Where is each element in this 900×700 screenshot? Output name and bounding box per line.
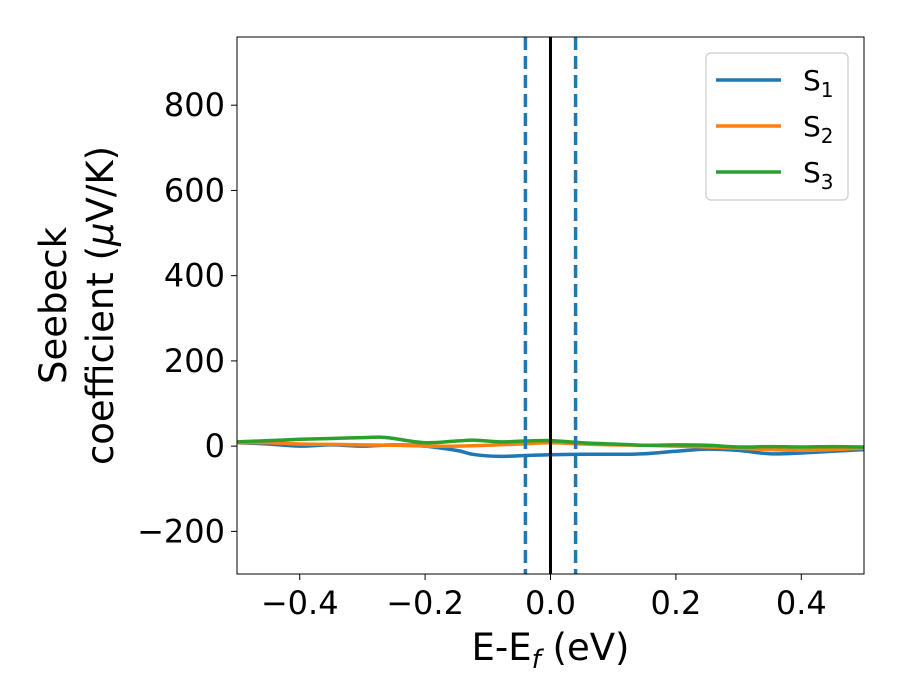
- y-axis-label-pre: coefficient (: [79, 246, 122, 465]
- y-axis-label-mu: μ: [79, 222, 122, 247]
- y-tick-label: 800: [164, 86, 225, 124]
- x-tick-label: 0.2: [650, 584, 701, 622]
- y-axis-label: Seebeck coefficient (μV/K): [32, 146, 122, 465]
- legend: S1 S2 S3: [705, 52, 849, 201]
- x-tick-label: 0.4: [776, 584, 827, 622]
- legend-entry-2: S2: [803, 110, 834, 148]
- y-tick-label: 600: [164, 171, 225, 209]
- y-tick-label: −200: [137, 512, 225, 550]
- plot-area: [237, 37, 864, 574]
- axis-ticks: −0.4 −0.2 0.0 0.2 0.4 −200 0 200 400 600 800: [137, 86, 827, 622]
- legend-entry-1: S1: [803, 64, 834, 102]
- y-tick-label: 400: [164, 257, 225, 295]
- x-tick-label: −0.2: [386, 584, 464, 622]
- x-tick-label: 0.0: [525, 584, 576, 622]
- x-tick-label: −0.4: [261, 584, 339, 622]
- y-tick-label: 0: [205, 427, 225, 465]
- y-axis-label-line1: Seebeck: [32, 226, 75, 384]
- x-axis-label-main: E-E: [472, 626, 532, 669]
- plot-frame: [236, 36, 865, 575]
- x-axis-label: E-Ef (eV): [472, 626, 630, 675]
- y-tick-label: 200: [164, 342, 225, 380]
- legend-entry-3: S3: [803, 156, 834, 194]
- y-axis-label-line2: coefficient (μV/K): [79, 146, 122, 465]
- x-axis-label-unit: (eV): [541, 626, 630, 669]
- y-axis-label-post: V/K): [79, 146, 122, 222]
